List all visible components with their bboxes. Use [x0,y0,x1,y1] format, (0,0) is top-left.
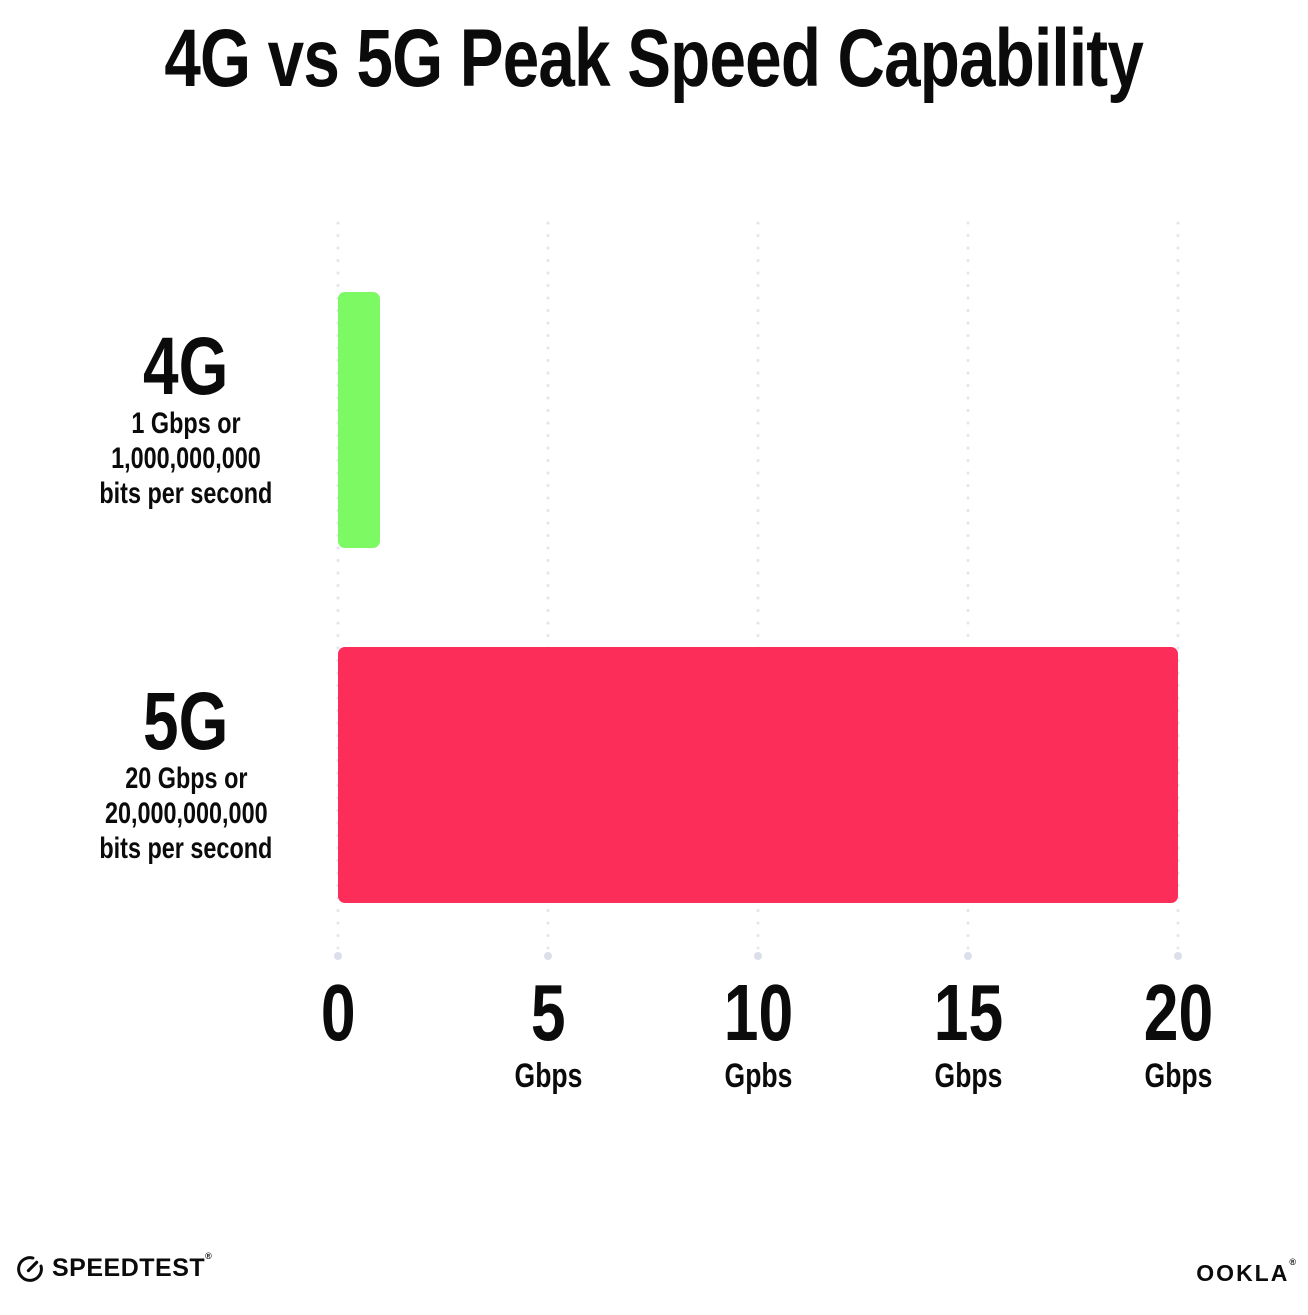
ookla-logo: OOKLA® [1196,1257,1298,1287]
x-tick-unit: Gpbs [724,1057,792,1095]
x-tick-0: 0 [218,973,458,1053]
registered-mark: ® [1289,1257,1298,1267]
x-tick-value: 20 [1143,968,1213,1057]
sublabel-line: bits per second [99,476,273,510]
category-name-4g: 4G [143,321,229,412]
bar-4g [338,292,380,548]
x-tick-10: 10 Gpbs [638,968,878,1095]
x-tick-value: 5 [530,968,566,1057]
category-label-4g: 4G 1 Gbps or 1,000,000,000 bits per seco… [36,321,336,511]
x-tick-unit: Gbps [514,1057,582,1095]
ookla-wordmark: OOKLA [1196,1260,1290,1286]
registered-mark: ® [205,1251,213,1261]
gridline-end-dot [964,952,972,960]
x-tick-15: 15 Gbps [848,968,1088,1095]
gridline-end-dot [544,952,552,960]
sublabel-line: 1 Gbps or [131,406,241,440]
sublabel-line: bits per second [99,831,273,865]
bar-5g [338,647,1178,903]
gridline-end-dot [754,952,762,960]
x-tick-value: 15 [933,968,1003,1057]
speedtest-gauge-icon [17,1255,43,1282]
x-tick-5: 5 Gbps [428,968,668,1095]
x-tick-value: 0 [320,968,356,1057]
chart-title-text: 4G vs 5G Peak Speed Capability [164,13,1144,104]
gridline-end-dot [1174,952,1182,960]
x-tick-value: 10 [723,968,793,1057]
category-sublabel-5g: 20 Gbps or 20,000,000,000 bits per secon… [36,761,336,866]
category-label-5g: 5G 20 Gbps or 20,000,000,000 bits per se… [36,676,336,866]
x-tick-unit: Gbps [1144,1057,1212,1095]
sublabel-line: 20,000,000,000 [104,796,268,830]
category-name-5g: 5G [143,676,229,767]
x-tick-unit: Gbps [934,1057,1002,1095]
speedtest-logo: SPEEDTEST® [16,1251,213,1283]
sublabel-line: 1,000,000,000 [111,441,261,475]
x-tick-20: 20 Gbps [1058,968,1298,1095]
gridline-end-dot [334,952,342,960]
chart-title: 4G vs 5G Peak Speed Capability [0,18,1308,100]
speedtest-wordmark: SPEEDTEST® [52,1251,213,1283]
category-sublabel-4g: 1 Gbps or 1,000,000,000 bits per second [36,406,336,511]
sublabel-line: 20 Gbps or [124,761,248,795]
